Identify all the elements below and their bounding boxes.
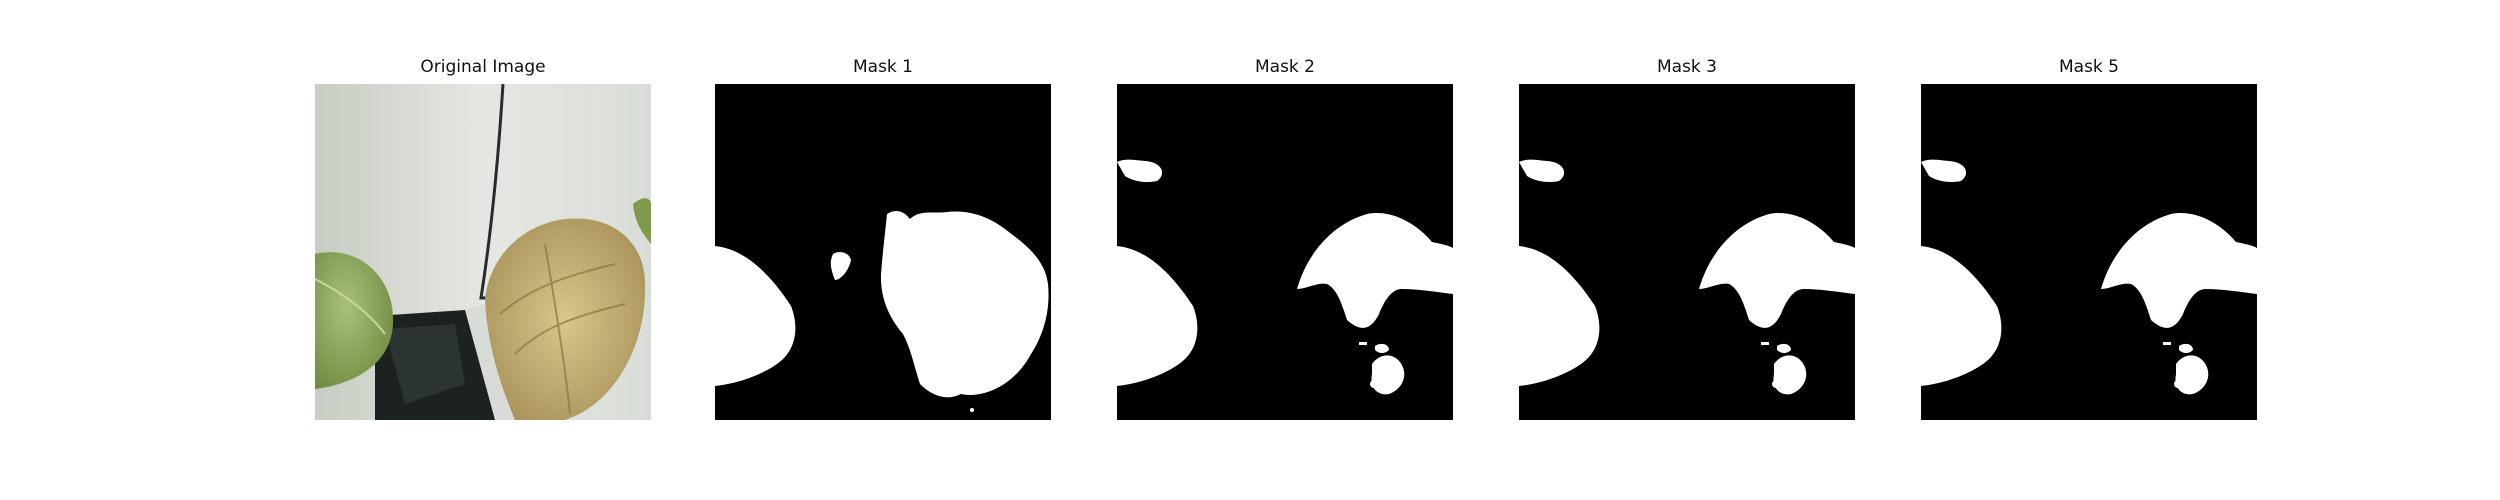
panel-original: Original Image <box>315 52 651 420</box>
mask-2-image <box>1117 84 1453 420</box>
panel-mask-5: Mask 5 <box>1921 52 2257 420</box>
mask-5-image <box>1921 84 2257 420</box>
panel-title: Mask 1 <box>852 57 913 77</box>
panel-title: Mask 3 <box>1656 57 1717 77</box>
panel-title: Original Image <box>420 57 546 77</box>
original-photo <box>315 84 651 420</box>
mask-1-image <box>715 84 1051 420</box>
mask-3-image <box>1519 84 1855 420</box>
panel-mask-1: Mask 1 <box>715 52 1051 420</box>
panel-mask-3: Mask 3 <box>1519 52 1855 420</box>
panel-mask-2: Mask 2 <box>1117 52 1453 420</box>
panel-title: Mask 5 <box>2058 57 2119 77</box>
panel-title: Mask 2 <box>1254 57 1315 77</box>
